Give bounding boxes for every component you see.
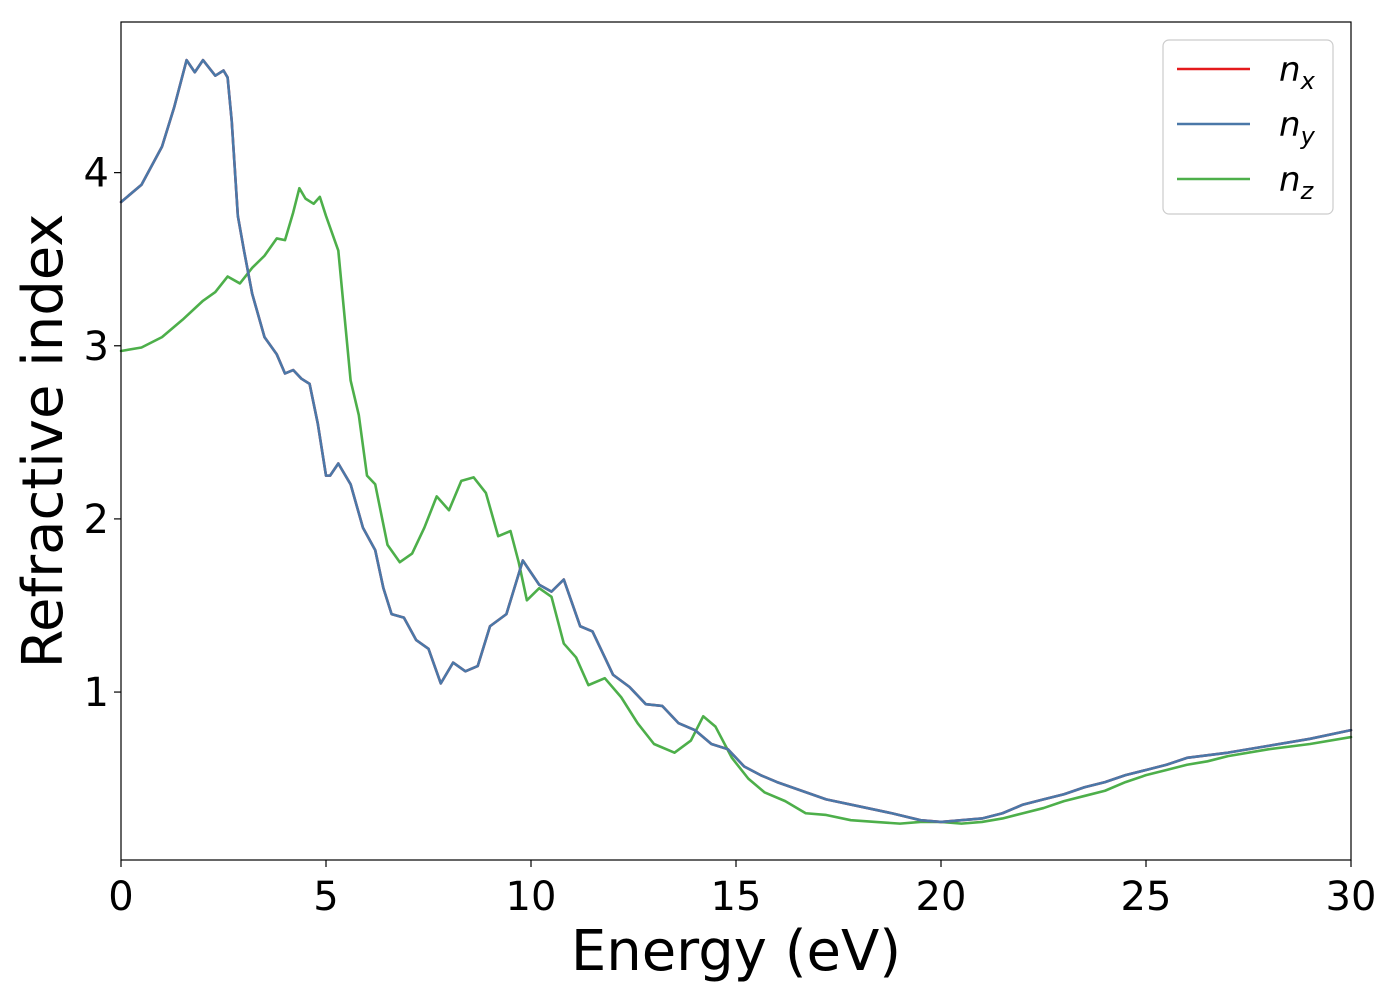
x-tick-label: 10 xyxy=(506,874,557,920)
series-line-nz xyxy=(119,186,1353,825)
x-axis-label: Energy (eV) xyxy=(571,919,901,984)
y-tick-label: 4 xyxy=(84,151,109,197)
y-tick-label: 2 xyxy=(84,497,109,543)
x-tick-label: 15 xyxy=(711,874,762,920)
legend-label-subscript: y xyxy=(1300,122,1316,150)
legend-label-main: n xyxy=(1279,50,1301,90)
legend-label-main: n xyxy=(1279,160,1301,200)
y-tick-label: 3 xyxy=(84,324,109,370)
legend-box xyxy=(1162,39,1334,215)
y-axis-label: Refractive index xyxy=(11,214,76,669)
y-tick-label: 1 xyxy=(84,670,109,716)
x-tick-label: 20 xyxy=(916,874,967,920)
x-tick-label: 0 xyxy=(108,874,133,920)
legend-label-ny: ny xyxy=(1279,105,1316,150)
legend-label-subscript: z xyxy=(1300,177,1315,205)
legend-label-nx: nx xyxy=(1279,50,1316,95)
legend-label-subscript: x xyxy=(1300,67,1316,95)
legend-label-main: n xyxy=(1279,105,1301,145)
x-tick-label: 25 xyxy=(1121,874,1172,920)
x-tick-label: 5 xyxy=(313,874,338,920)
series-line-ny xyxy=(119,58,1353,824)
legend-label-nz: nz xyxy=(1279,160,1315,205)
axis-ticks: 0 5 10 15 20 25 30 1 2 3 4 xyxy=(84,151,1377,920)
x-tick-label: 30 xyxy=(1326,874,1377,920)
series-lines xyxy=(119,58,1353,825)
